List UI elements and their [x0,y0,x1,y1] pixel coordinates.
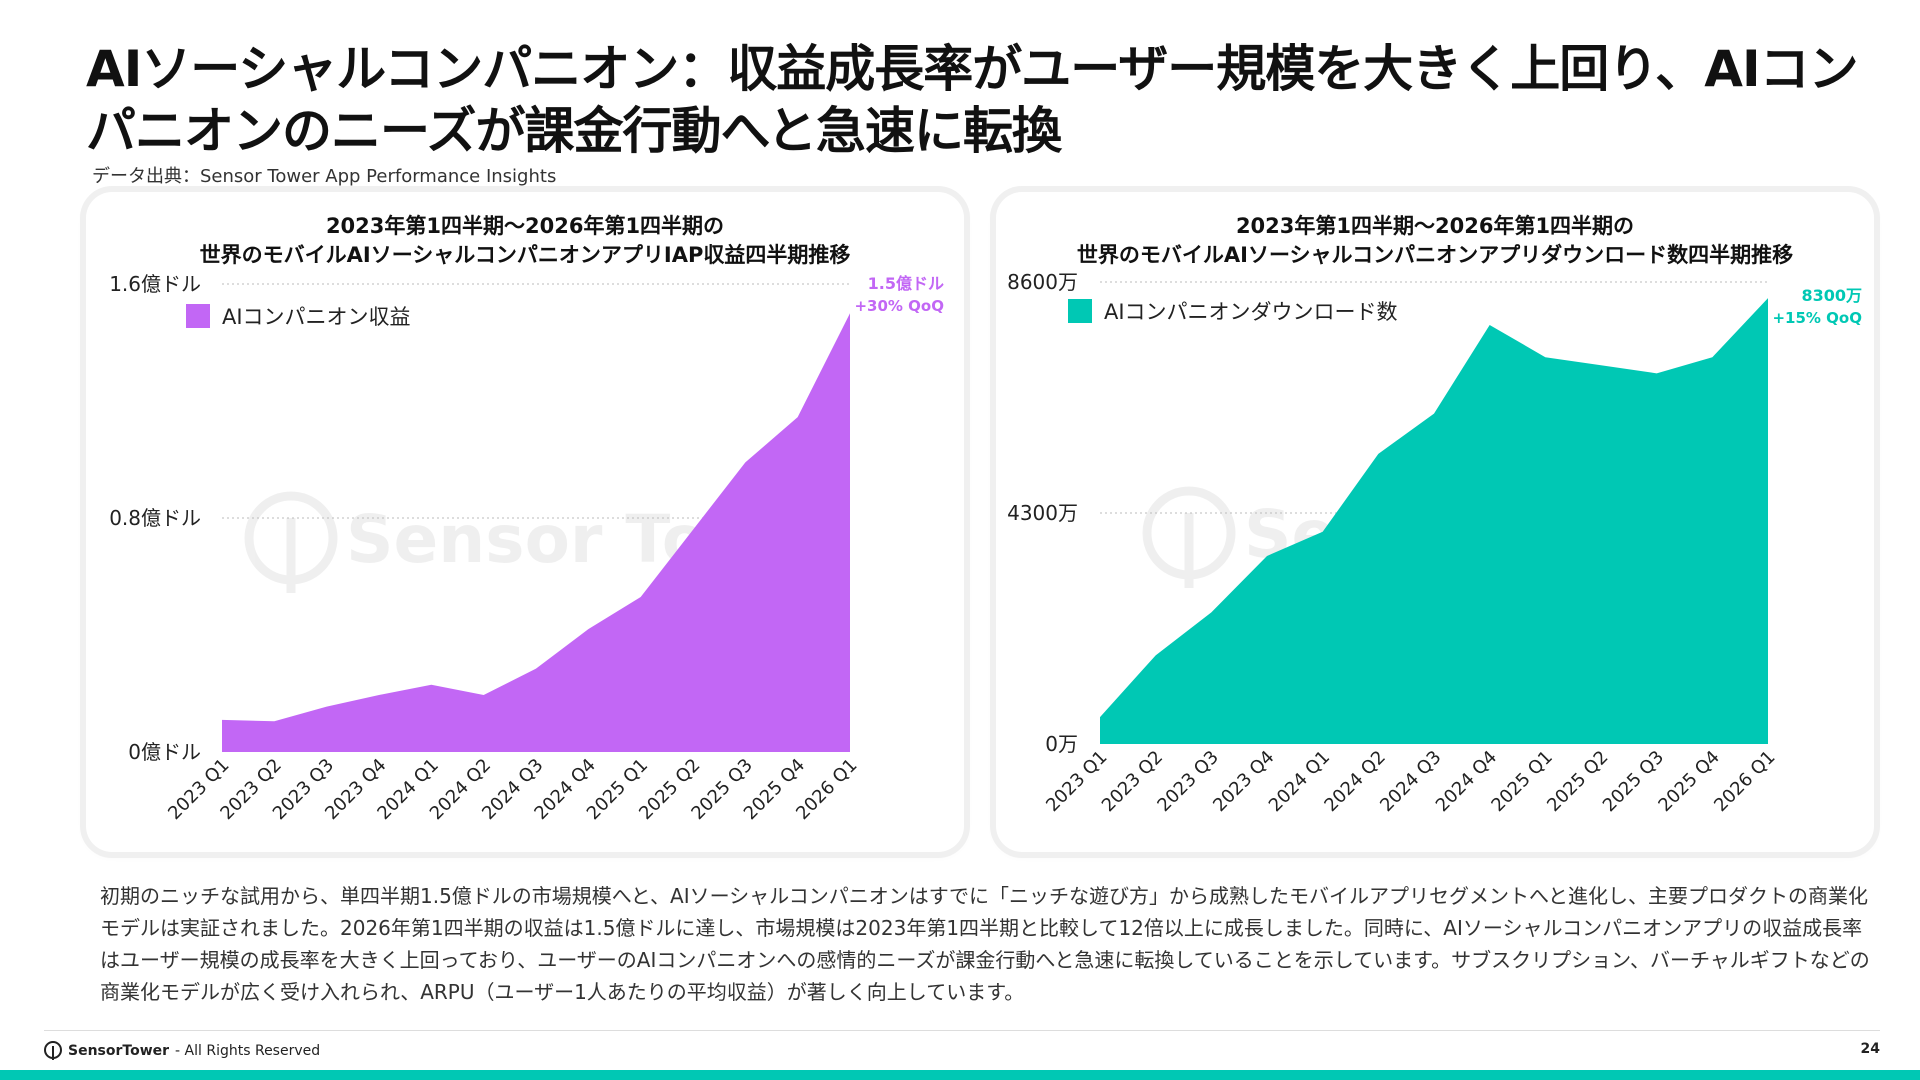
revenue-chart-title-line1: 2023年第1四半期〜2026年第1四半期の [325,214,725,238]
downloads-chart-title: 2023年第1四半期〜2026年第1四半期の 世界のモバイルAIソーシャルコンパ… [996,212,1874,270]
end-change-annotation: +15% QoQ [1772,309,1862,327]
y-tick-label: 8600万 [1007,270,1078,294]
summary-paragraph: 初期のニッチな試用から、単四半期1.5億ドルの市場規模へと、AIソーシャルコンパ… [100,884,1870,1004]
y-tick-label: 0万 [1045,732,1078,756]
legend-label: AIコンパニオンダウンロード数 [1104,300,1398,324]
y-tick-label: 1.6億ドル [109,272,201,296]
downloads-chart-title-line1: 2023年第1四半期〜2026年第1四半期の [1235,214,1635,238]
revenue-chart-title: 2023年第1四半期〜2026年第1四半期の 世界のモバイルAIソーシャルコンパ… [86,212,964,270]
end-change-annotation: +30% QoQ [854,297,944,315]
legend-label: AIコンパニオン収益 [222,305,411,329]
legend-swatch [186,304,210,328]
end-value-annotation: 8300万 [1801,286,1862,305]
legend-swatch [1068,299,1092,323]
watermark-logo-icon [244,491,338,585]
footer-logo: SensorTower - All Rights Reserved [42,1040,320,1062]
revenue-chart-panel: 2023年第1四半期〜2026年第1四半期の 世界のモバイルAIソーシャルコンパ… [86,192,964,852]
downloads-chart-panel: 2023年第1四半期〜2026年第1四半期の 世界のモバイルAIソーシャルコンパ… [996,192,1874,852]
footer-brand: SensorTower [68,1043,170,1059]
sensor-tower-logo-icon [44,1041,62,1060]
footer-divider [44,1030,1880,1031]
x-tick-label: 2026 Q1 [1710,747,1779,816]
end-value-annotation: 1.5億ドル [868,274,944,293]
y-tick-label: 4300万 [1007,501,1078,525]
downloads-chart-title-line2: 世界のモバイルAIソーシャルコンパニオンアプリダウンロード数四半期推移 [1076,243,1794,267]
revenue-chart-title-line2: 世界のモバイルAIソーシャルコンパニオンアプリIAP収益四半期推移 [199,243,851,267]
y-tick-label: 0億ドル [128,740,201,764]
y-tick-label: 0.8億ドル [109,506,201,530]
area-series-0 [222,313,850,752]
watermark-logo-icon [1142,486,1236,580]
area-series-1 [1100,298,1768,744]
bottom-accent-bar [0,1070,1920,1080]
page-title: AIソーシャルコンパニオン：収益成長率がユーザー規模を大きく上回り、AIコンパニ… [86,40,1859,160]
data-source: データ出典：Sensor Tower App Performance Insig… [92,166,557,187]
page-number: 24 [1860,1041,1880,1057]
footer-rights: - All Rights Reserved [175,1043,321,1059]
